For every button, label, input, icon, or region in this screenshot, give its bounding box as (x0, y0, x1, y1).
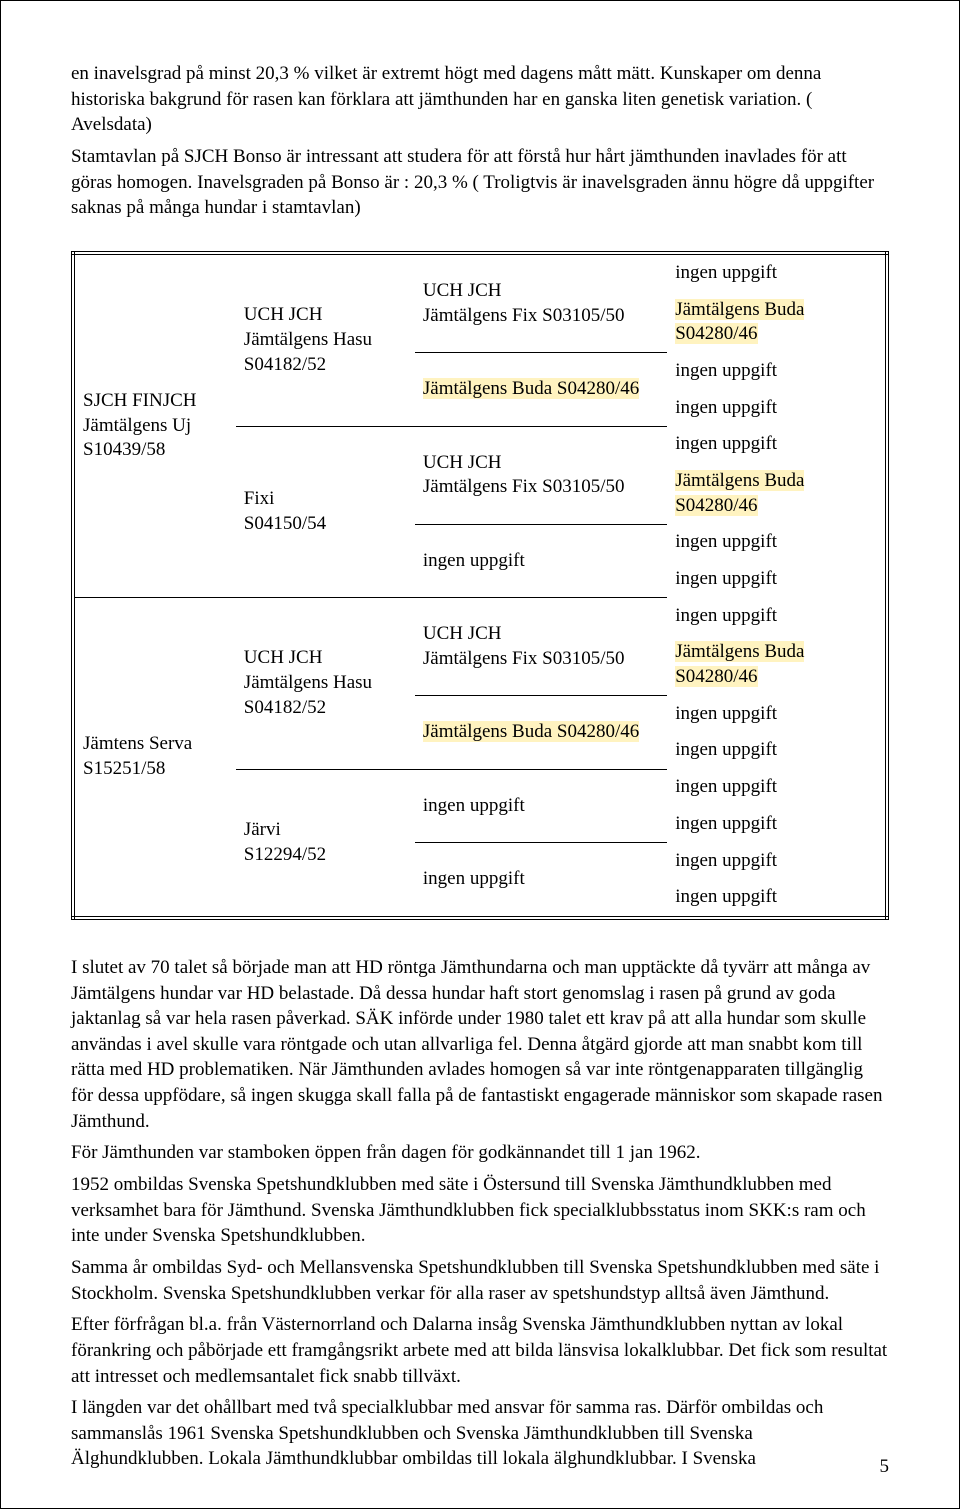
gen4-buda: Jämtälgens Buda S04280/46 (667, 634, 887, 695)
gen1-dam: Jämtens Serva S15251/58 (73, 598, 236, 918)
gen3-buda-2: Jämtälgens Buda S04280/46 (415, 696, 667, 769)
paragraph-4: För Jämthunden var stamboken öppen från … (71, 1140, 889, 1166)
gen4-none: ingen uppgift (667, 253, 887, 292)
paragraph-2: Stamtavlan på SJCH Bonso är intressant a… (71, 144, 889, 221)
gen4-none: ingen uppgift (667, 732, 887, 769)
gen2-hasu-1: UCH JCH Jämtälgens Hasu S04182/52 (236, 253, 415, 426)
gen3-none-3: ingen uppgift (415, 843, 667, 918)
gen4-none: ingen uppgift (667, 426, 887, 463)
gen4-none: ingen uppgift (667, 843, 887, 880)
gen2-fixi: Fixi S04150/54 (236, 426, 415, 597)
gen4-none: ingen uppgift (667, 696, 887, 733)
pedigree-table: SJCH FINJCH Jämtälgens Uj S10439/58 UCH … (71, 251, 889, 920)
paragraph-8: I längden var det ohållbart med två spec… (71, 1395, 889, 1472)
gen4-buda: Jämtälgens Buda S04280/46 (667, 292, 887, 353)
gen4-none: ingen uppgift (667, 353, 887, 390)
gen1-sire: SJCH FINJCH Jämtälgens Uj S10439/58 (73, 253, 236, 598)
paragraph-6: Samma år ombildas Syd- och Mellansvenska… (71, 1255, 889, 1306)
gen3-fix-2: UCH JCH Jämtälgens Fix S03105/50 (415, 426, 667, 524)
gen4-none: ingen uppgift (667, 806, 887, 843)
paragraph-1: en inavelsgrad på minst 20,3 % vilket är… (71, 61, 889, 138)
paragraph-5: 1952 ombildas Svenska Spetshundklubben m… (71, 1172, 889, 1249)
gen4-none: ingen uppgift (667, 769, 887, 806)
paragraph-3: I slutet av 70 talet så började man att … (71, 955, 889, 1134)
gen3-fix-3: UCH JCH Jämtälgens Fix S03105/50 (415, 598, 667, 696)
gen4-none: ingen uppgift (667, 390, 887, 427)
gen4-none: ingen uppgift (667, 524, 887, 561)
gen4-none: ingen uppgift (667, 598, 887, 635)
gen4-none: ingen uppgift (667, 879, 887, 918)
gen4-buda: Jämtälgens Buda S04280/46 (667, 463, 887, 524)
page-number: 5 (880, 1456, 890, 1478)
gen2-jarvi: Järvi S12294/52 (236, 769, 415, 918)
gen3-fix-1: UCH JCH Jämtälgens Fix S03105/50 (415, 253, 667, 353)
gen3-buda-1: Jämtälgens Buda S04280/46 (415, 353, 667, 426)
gen3-none-1: ingen uppgift (415, 524, 667, 597)
gen3-none-2: ingen uppgift (415, 769, 667, 842)
gen2-hasu-2: UCH JCH Jämtälgens Hasu S04182/52 (236, 598, 415, 769)
paragraph-7: Efter förfrågan bl.a. från Västernorrlan… (71, 1312, 889, 1389)
gen4-none: ingen uppgift (667, 561, 887, 598)
